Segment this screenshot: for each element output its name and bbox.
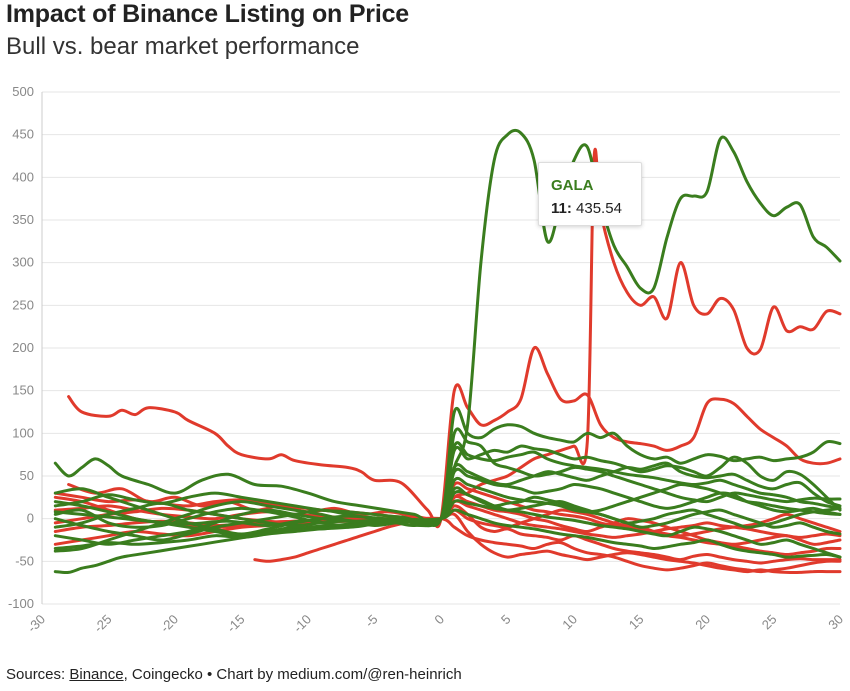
y-tick-label: 150	[12, 383, 34, 398]
bear-series-line[interactable]	[67, 346, 842, 529]
bull-series-line[interactable]	[53, 407, 842, 527]
x-tick-label: -20	[157, 612, 181, 636]
y-tick-label: 500	[12, 84, 34, 99]
bull-series-line[interactable]	[53, 486, 842, 559]
y-tick-label: 400	[12, 169, 34, 184]
bull-series-line[interactable]	[53, 489, 842, 529]
y-tick-label: 0	[27, 511, 34, 526]
x-axis-ticks: -30 -25 -20 -15 -10 -5 0 5 10 15 20 25 30	[24, 612, 846, 636]
bear-series-line[interactable]	[53, 508, 842, 556]
x-tick-label: 10	[559, 612, 580, 633]
y-tick-label: -100	[8, 596, 34, 611]
y-tick-label: 250	[12, 297, 34, 312]
tooltip-value: 435.54	[576, 200, 622, 217]
y-tick-label: 300	[12, 255, 34, 270]
y-tick-label: 50	[20, 468, 34, 483]
chart-gridlines	[41, 91, 840, 605]
x-tick-label: -10	[290, 612, 314, 636]
bull-series-line[interactable]	[53, 487, 842, 559]
x-tick-label: -30	[24, 612, 48, 636]
y-tick-label: 100	[12, 425, 34, 440]
hover-tooltip: GALA 11: 435.54	[538, 162, 642, 226]
bull-series-line[interactable]	[53, 441, 842, 526]
bull-series-line[interactable]	[53, 444, 842, 575]
chart-subtitle: Bull vs. bear market performance	[6, 33, 360, 60]
tooltip-x-label: 11:	[551, 200, 572, 217]
chart-title: Impact of Binance Listing on Price	[6, 0, 409, 28]
source-prefix: Sources:	[6, 666, 70, 683]
bear-series-line[interactable]	[53, 491, 842, 565]
source-rest: , Coingecko • Chart by medium.com/@ren-h…	[123, 666, 462, 683]
bull-series-line[interactable]	[53, 461, 842, 550]
y-tick-label: 350	[12, 212, 34, 227]
x-tick-label: 20	[692, 612, 713, 633]
x-tick-label: 30	[825, 612, 846, 633]
x-tick-label: -25	[91, 612, 115, 636]
x-tick-label: 5	[498, 612, 514, 628]
bear-series-line[interactable]	[253, 512, 842, 575]
x-tick-label: 15	[626, 612, 647, 633]
tooltip-value-row: 11: 435.54	[551, 200, 622, 217]
y-tick-label: -50	[15, 553, 34, 568]
bull-series-line[interactable]	[53, 476, 842, 546]
source-link-binance[interactable]: Binance	[69, 666, 124, 683]
x-tick-label: -5	[362, 612, 381, 631]
source-credit: Sources: Binance, Coingecko • Chart by m…	[6, 666, 462, 683]
x-tick-label: 25	[759, 612, 780, 633]
tooltip-series-name: GALA	[551, 177, 594, 194]
series-lines	[53, 128, 842, 575]
bull-series-line[interactable]	[53, 427, 842, 553]
x-tick-label: -15	[224, 612, 248, 636]
y-tick-label: 450	[12, 127, 34, 142]
x-tick-label: 0	[431, 612, 447, 628]
y-tick-label: 200	[12, 340, 34, 355]
